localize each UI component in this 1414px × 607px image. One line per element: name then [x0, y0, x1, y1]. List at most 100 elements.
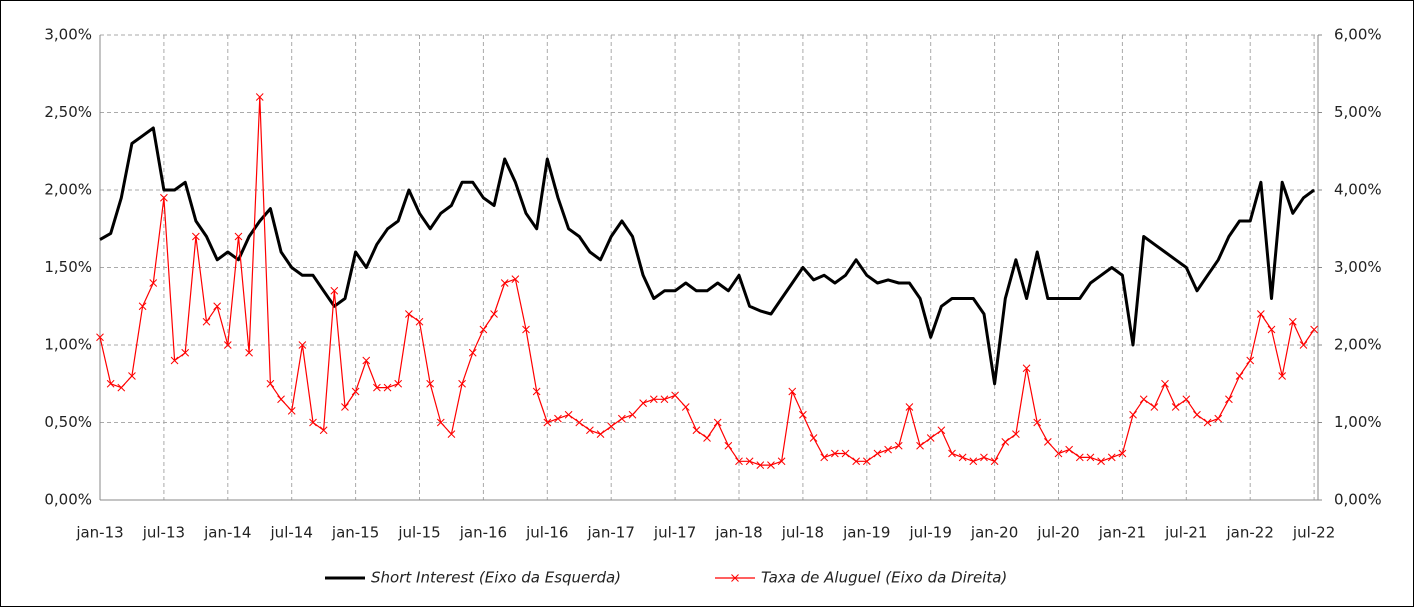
point-marker: [373, 383, 381, 392]
legend-label: Short Interest (Eixo da Esquerda): [371, 569, 621, 587]
point-marker: [202, 317, 211, 326]
point-marker: [671, 391, 679, 400]
point-marker: [607, 422, 616, 431]
point-marker: [117, 383, 126, 392]
point-marker: [767, 461, 775, 469]
point-marker: [394, 379, 403, 388]
point-marker: [330, 286, 339, 295]
point-marker: [106, 379, 115, 388]
point-marker: [1310, 325, 1318, 334]
series-line: [99, 126, 1315, 386]
point-marker: [980, 453, 988, 462]
point-marker: [404, 310, 413, 318]
point-marker: [1043, 438, 1052, 446]
point-marker: [830, 449, 839, 458]
point-marker: [351, 387, 360, 396]
point-marker: [713, 418, 722, 427]
y2-tick-label: 3,00%: [1334, 258, 1382, 276]
point-marker: [681, 403, 690, 411]
point-marker: [990, 457, 999, 466]
y-tick-label: 1,50%: [44, 258, 92, 276]
point-marker: [1214, 414, 1223, 423]
point-marker: [1001, 438, 1010, 446]
point-marker: [160, 193, 168, 202]
point-marker: [1075, 453, 1084, 462]
point-marker: [468, 348, 477, 357]
point-marker: [522, 325, 530, 334]
point-marker: [724, 441, 733, 450]
y-tick-label: 1,00%: [44, 336, 92, 354]
x-tick-label: jan-18: [714, 524, 762, 542]
point-marker: [628, 410, 637, 419]
point-marker: [96, 333, 104, 342]
point-marker: [905, 403, 914, 411]
point-marker: [1161, 379, 1169, 388]
point-marker: [543, 418, 552, 427]
point-marker: [799, 410, 807, 419]
point-marker: [1086, 453, 1095, 462]
y-tick-label: 0,00%: [44, 491, 92, 509]
point-marker: [735, 457, 743, 466]
point-marker: [1054, 449, 1063, 458]
point-marker: [426, 379, 435, 388]
point-marker: [234, 232, 243, 241]
point-marker: [479, 325, 488, 334]
point-marker: [639, 399, 648, 407]
point-marker: [969, 457, 978, 466]
point-marker: [862, 457, 871, 466]
y2-tick-label: 1,00%: [1334, 413, 1382, 431]
point-marker: [788, 387, 797, 396]
point-marker: [1129, 410, 1137, 419]
point-marker: [1171, 403, 1180, 411]
y-tick-label: 2,50%: [44, 103, 92, 121]
point-marker: [245, 348, 253, 357]
point-marker: [926, 434, 935, 442]
x-tick-label: jul-17: [653, 524, 696, 542]
point-marker: [511, 275, 520, 283]
point-marker: [564, 410, 573, 419]
legend-marker: [731, 574, 739, 582]
point-marker: [1267, 325, 1276, 334]
point-marker: [1278, 372, 1287, 380]
point-marker: [500, 279, 509, 287]
point-marker: [596, 430, 605, 438]
x-tick-label: jan-14: [203, 524, 251, 542]
y2-tick-label: 6,00%: [1334, 26, 1382, 44]
point-marker: [319, 426, 328, 435]
x-tick-label: jul-19: [909, 524, 952, 542]
x-tick-label: jul-20: [1036, 524, 1079, 542]
point-marker: [937, 426, 946, 435]
point-marker: [266, 379, 275, 388]
point-marker: [1182, 395, 1191, 404]
point-marker: [756, 461, 765, 469]
y2-tick-label: 0,00%: [1334, 491, 1382, 509]
point-marker: [809, 434, 818, 442]
point-marker: [1022, 364, 1031, 373]
point-marker: [181, 348, 190, 357]
x-tick-label: jul-13: [142, 524, 185, 542]
point-marker: [958, 453, 967, 462]
x-tick-label: jul-22: [1292, 524, 1335, 542]
y2-tick-label: 2,00%: [1334, 336, 1382, 354]
point-marker: [1012, 430, 1020, 438]
point-marker: [1097, 457, 1105, 466]
point-marker: [894, 441, 903, 450]
point-marker: [415, 317, 424, 326]
point-marker: [745, 457, 754, 466]
x-tick-label: jul-18: [781, 524, 824, 542]
point-marker: [1193, 410, 1201, 419]
point-marker: [277, 395, 285, 404]
point-marker: [649, 395, 658, 404]
point-marker: [1203, 418, 1212, 427]
point-marker: [617, 414, 626, 423]
point-marker: [255, 93, 264, 101]
x-tick-label: jan-22: [1226, 524, 1274, 542]
x-tick-label: jan-21: [1098, 524, 1146, 542]
point-marker: [287, 407, 296, 415]
point-marker: [873, 449, 882, 458]
x-tick-label: jul-21: [1164, 524, 1207, 542]
point-marker: [436, 418, 445, 427]
point-marker: [298, 341, 307, 349]
point-marker: [660, 395, 669, 404]
